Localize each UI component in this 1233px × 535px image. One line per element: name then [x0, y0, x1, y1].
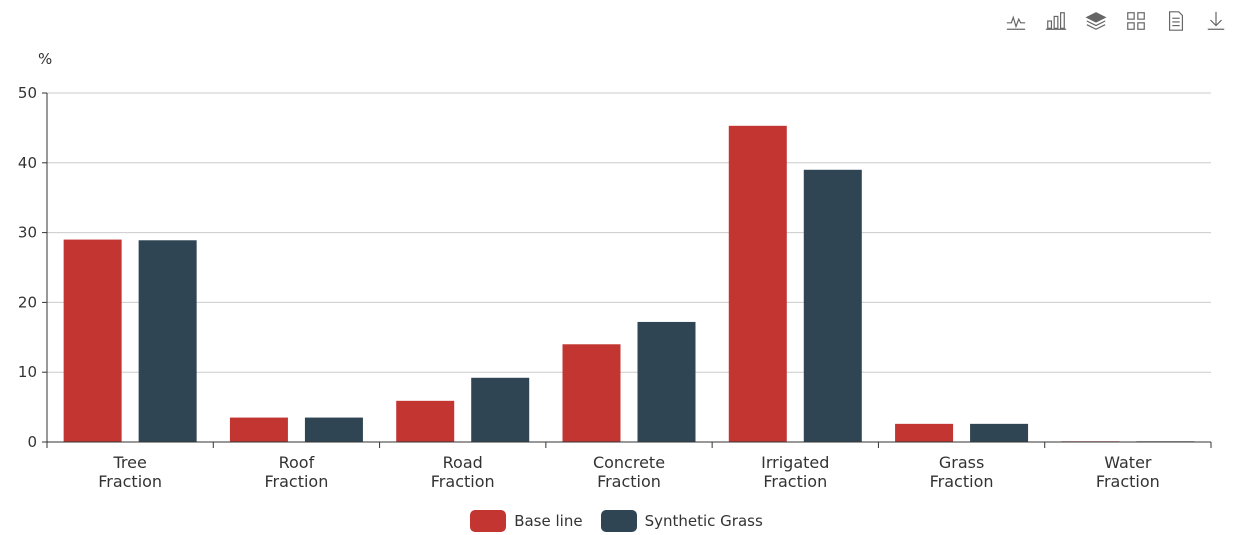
bar-base-line[interactable] [895, 423, 954, 442]
y-tick-label: 10 [18, 363, 37, 381]
legend-swatch-synthetic-grass [600, 510, 637, 532]
stack-icon[interactable] [1083, 8, 1109, 34]
x-tick-label: Fraction [597, 472, 661, 491]
x-tick-label: Fraction [431, 472, 495, 491]
x-tick-label: Fraction [930, 472, 994, 491]
x-tick-label: Fraction [1096, 472, 1160, 491]
axes: 01020304050TreeFractionRoofFractionRoadF… [18, 84, 1212, 491]
bar-base-line[interactable] [728, 125, 787, 442]
bar-base-line[interactable] [63, 239, 122, 442]
legend-item-base-line[interactable]: Base line [470, 510, 583, 532]
legend-swatch-base-line [470, 510, 507, 532]
legend-label-base-line: Base line [514, 512, 583, 530]
y-axis-label: % [38, 50, 52, 68]
bars [63, 125, 1195, 443]
x-tick-label: Roof [279, 453, 315, 472]
bar-base-line[interactable] [396, 400, 455, 442]
legend-label-synthetic-grass: Synthetic Grass [644, 512, 763, 530]
bar-synthetic-grass[interactable] [803, 169, 862, 442]
x-tick-label: Concrete [593, 453, 665, 472]
x-tick-label: Grass [939, 453, 984, 472]
y-tick-label: 20 [18, 293, 37, 311]
legend: Base line Synthetic Grass [0, 510, 1233, 532]
bar-synthetic-grass[interactable] [471, 377, 530, 442]
y-tick-label: 30 [18, 224, 37, 242]
bar-chart-icon[interactable] [1043, 8, 1069, 34]
x-tick-label: Tree [112, 453, 146, 472]
bar-synthetic-grass[interactable] [304, 417, 363, 442]
bar-synthetic-grass[interactable] [970, 423, 1029, 442]
bar-base-line[interactable] [562, 344, 621, 442]
bar-base-line[interactable] [229, 417, 288, 442]
x-tick-label: Fraction [763, 472, 827, 491]
grid-lines [47, 92, 1211, 373]
y-tick-label: 0 [27, 433, 37, 451]
toolbox [1003, 8, 1229, 34]
y-tick-label: 50 [18, 84, 37, 102]
bar-chart: % 01020304050TreeFractionRoofFractionRoa… [18, 50, 1212, 491]
x-tick-label: Irrigated [761, 453, 829, 472]
legend-item-synthetic-grass[interactable]: Synthetic Grass [600, 510, 763, 532]
tiled-icon[interactable] [1123, 8, 1149, 34]
bar-synthetic-grass[interactable] [138, 240, 197, 442]
x-tick-label: Water [1104, 453, 1152, 472]
data-view-icon[interactable] [1163, 8, 1189, 34]
x-tick-label: Road [443, 453, 483, 472]
y-tick-label: 40 [18, 154, 37, 172]
line-chart-icon[interactable] [1003, 8, 1029, 34]
x-tick-label: Fraction [98, 472, 162, 491]
x-tick-label: Fraction [264, 472, 328, 491]
bar-synthetic-grass[interactable] [637, 321, 696, 442]
save-image-icon[interactable] [1203, 8, 1229, 34]
